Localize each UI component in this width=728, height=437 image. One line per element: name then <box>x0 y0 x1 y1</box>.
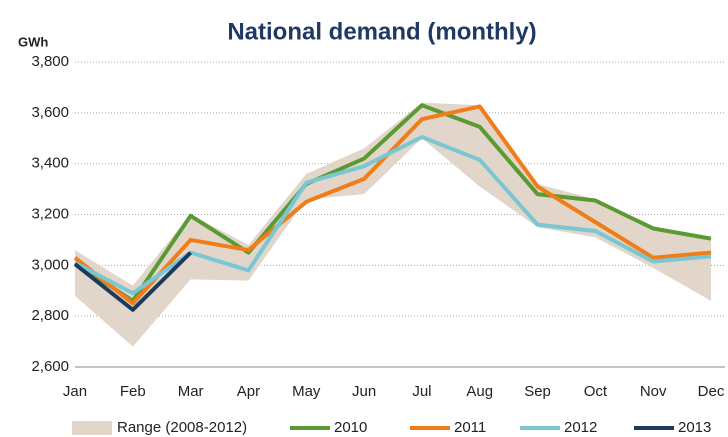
y-axis-label: GWh <box>18 34 48 49</box>
x-tick-label: Apr <box>237 383 260 400</box>
legend-swatch <box>72 421 112 435</box>
range-band <box>75 102 711 347</box>
legend-label: 2011 <box>454 419 486 436</box>
series-line <box>73 251 193 312</box>
legend-label: 2012 <box>564 419 597 436</box>
y-tick-label: 3,800 <box>31 53 69 70</box>
x-tick-label: Mar <box>178 383 204 400</box>
y-tick-label: 3,000 <box>31 256 69 273</box>
series-line <box>73 104 712 306</box>
legend-label: 2013 <box>678 419 711 436</box>
x-tick-label: Dec <box>698 383 725 400</box>
y-tick-label: 2,800 <box>31 307 69 324</box>
x-tick-label: Oct <box>584 383 608 400</box>
y-tick-label: 3,600 <box>31 104 69 121</box>
x-tick-label: Jun <box>352 383 376 400</box>
x-tick-label: Feb <box>120 383 146 400</box>
x-tick-label: Aug <box>466 383 493 400</box>
y-tick-label: 3,400 <box>31 155 69 172</box>
series-line <box>73 103 712 303</box>
x-tick-label: Jul <box>412 383 431 400</box>
x-tick-label: Jan <box>63 383 87 400</box>
chart-title: National demand (monthly) <box>227 18 536 45</box>
x-tick-label: Nov <box>640 383 667 400</box>
x-tick-label: Sep <box>524 383 551 400</box>
x-tick-label: May <box>292 383 321 400</box>
y-tick-label: 3,200 <box>31 205 69 222</box>
legend-label: 2010 <box>334 419 367 436</box>
legend-label: Range (2008-2012) <box>117 419 247 436</box>
y-tick-label: 2,600 <box>31 358 69 375</box>
